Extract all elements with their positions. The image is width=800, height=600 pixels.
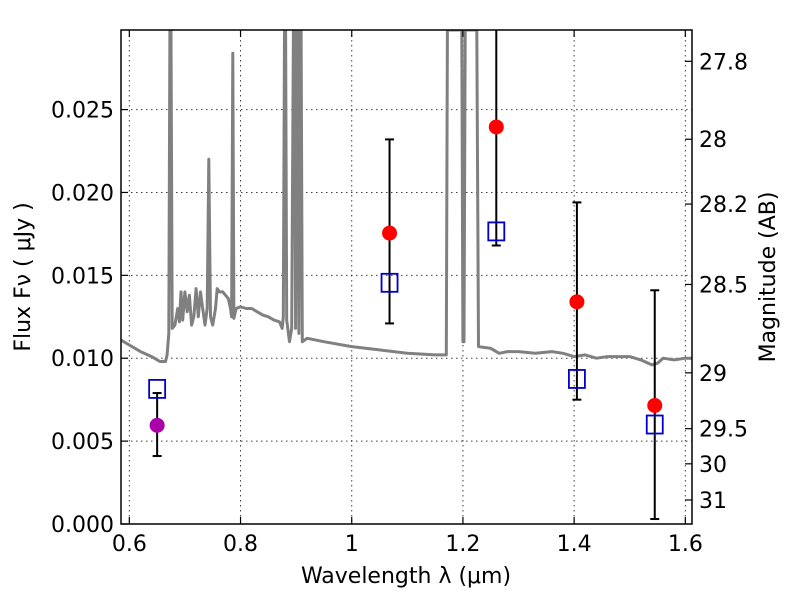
model-photometry-square bbox=[568, 369, 586, 389]
model-photometry-square bbox=[380, 272, 399, 293]
model-photometry-square bbox=[487, 221, 506, 242]
x-tick-label: 0.6 bbox=[112, 532, 147, 557]
y2-axis-title: Magnitude (AB) bbox=[756, 192, 781, 363]
plot-frame bbox=[120, 29, 693, 525]
y-axis-title: Flux Fν ( μJy ) bbox=[11, 202, 36, 351]
y-tick-label: 0.015 bbox=[51, 264, 114, 289]
tick-layer bbox=[121, 30, 692, 525]
x-tick-label: 0.8 bbox=[223, 532, 258, 557]
x-tick-label: 1 bbox=[345, 532, 359, 557]
x-tick-label: 1.4 bbox=[557, 532, 592, 557]
y2-tick-label: 28.5 bbox=[699, 273, 748, 298]
x-axis-title: Wavelength λ (μm) bbox=[301, 564, 511, 589]
observed-point bbox=[149, 417, 165, 433]
observed-point bbox=[569, 294, 585, 310]
y-tick-label: 0.010 bbox=[51, 347, 114, 372]
observed-point bbox=[382, 225, 398, 241]
y-tick-label: 0.000 bbox=[51, 513, 114, 538]
observed-points-layer bbox=[149, 119, 663, 433]
y2-tick-label: 30 bbox=[699, 453, 727, 478]
y2-tick-label: 28 bbox=[699, 128, 727, 153]
observed-point bbox=[488, 119, 504, 135]
tick-label-layer: 0.6 0.8 1 1.2 1.4 1.6 0.000 0.005 0.010 0.015 0.02… bbox=[51, 50, 748, 557]
model-spectrum-line bbox=[121, 30, 692, 367]
y2-tick-label: 27.8 bbox=[699, 50, 748, 75]
y2-tick-label: 31 bbox=[699, 489, 727, 514]
model-photometry-square bbox=[645, 414, 664, 435]
x-tick-label: 1.2 bbox=[445, 532, 480, 557]
y2-tick-label: 28.2 bbox=[699, 193, 748, 218]
observed-point bbox=[647, 397, 663, 413]
model-photometry-square bbox=[148, 378, 167, 399]
y-tick-label: 0.005 bbox=[51, 430, 114, 455]
y2-tick-label: 29.5 bbox=[699, 418, 748, 443]
y-tick-label: 0.020 bbox=[51, 181, 114, 206]
y2-tick-label: 29 bbox=[699, 362, 727, 387]
model-photometry-layer bbox=[148, 221, 664, 435]
y-tick-label: 0.025 bbox=[51, 99, 114, 124]
x-tick-label: 1.6 bbox=[668, 532, 703, 557]
